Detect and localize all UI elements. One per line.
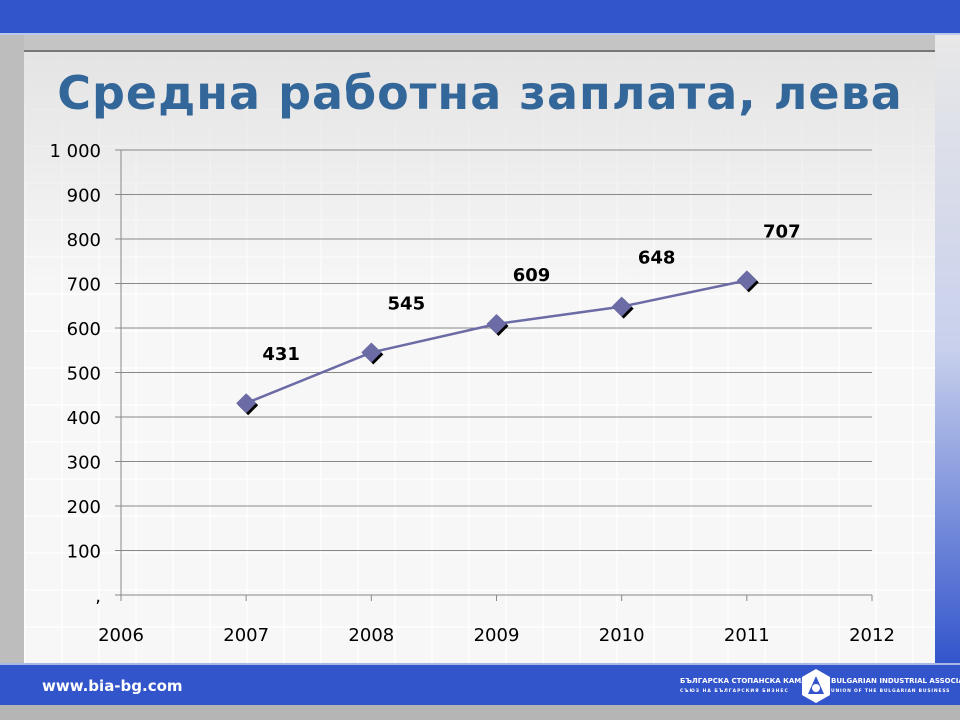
left-strip [0,35,24,663]
footer: www.bia-bg.com БЪЛГАРСКА СТОПАНСКА КАМАР… [0,663,960,707]
y-tick-label: 800 [67,230,101,251]
data-point-marker [611,296,632,317]
logo-bg-name: БЪЛГАРСКА СТОПАНСКА КАМАРА [680,677,818,685]
logo-en-sub: UNION OF THE BULGARIAN BUSINESS [831,689,951,694]
y-tick-label: 200 [67,497,101,518]
series-line [245,279,748,405]
logo-en-name: BULGARIAN INDUSTRIAL ASSOCIATION [831,677,960,685]
x-tick-label: 2011 [724,625,770,646]
bottom-bar [0,705,960,720]
logo-hexagon-icon [802,669,830,703]
data-point-marker [736,270,757,291]
data-point-marker [486,313,507,334]
logo-bg-sub: СЪЮЗ НА БЪЛГАРСКИЯ БИЗНЕС [680,689,789,694]
data-label: 609 [513,265,551,286]
right-strip [935,35,960,663]
y-tick-label: 500 [67,364,101,385]
data-label: 707 [763,221,801,242]
x-tick-label: 2012 [849,625,895,646]
x-tick-label: 2007 [223,625,269,646]
y-tick-label: 300 [67,453,101,474]
y-tick-label: 900 [67,186,101,207]
data-label: 431 [262,344,300,365]
x-tick-label: 2008 [348,625,394,646]
y-tick-label: 1 000 [49,141,101,162]
data-point-marker [236,393,257,414]
y-tick-label: 600 [67,319,101,340]
top-bar [0,0,960,35]
slide-content [24,50,935,665]
data-label: 545 [388,293,426,314]
y-tick-label: 400 [67,408,101,429]
x-tick-label: 2006 [98,625,144,646]
footer-url[interactable]: www.bia-bg.com [42,677,183,695]
y-tick-label: 100 [67,542,101,563]
y-tick-label: 700 [67,275,101,296]
data-point-marker [361,342,382,363]
data-label: 648 [638,248,676,269]
y-tick-label: , [95,586,101,607]
slide-title: Средна работна заплата, лева [57,66,903,120]
x-tick-label: 2009 [474,625,520,646]
x-tick-label: 2010 [599,625,645,646]
